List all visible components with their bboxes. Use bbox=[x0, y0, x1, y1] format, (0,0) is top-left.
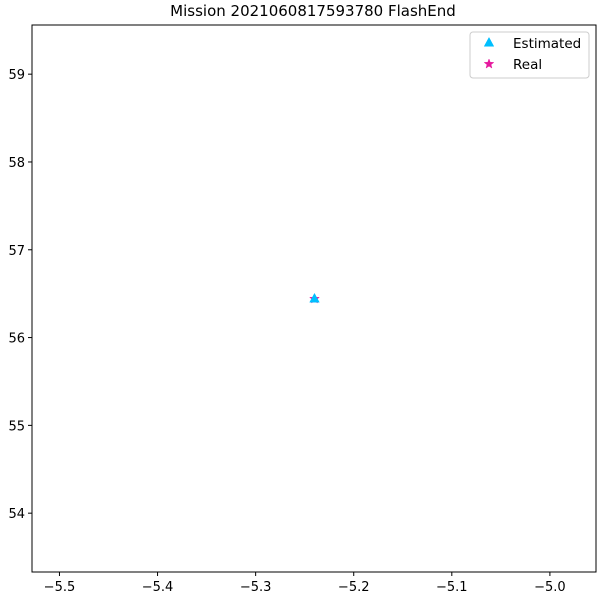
x-axis: −5.5 −5.4 −5.3 −5.2 −5.1 −5.0 bbox=[44, 572, 566, 595]
y-axis: 54 55 56 57 58 59 bbox=[8, 68, 32, 522]
x-tick-label: −5.5 bbox=[44, 580, 76, 595]
chart-title: Mission 2021060817593780 FlashEnd bbox=[170, 2, 456, 20]
y-tick-label: 55 bbox=[8, 419, 25, 434]
x-tick-label: −5.3 bbox=[240, 580, 272, 595]
y-tick-label: 58 bbox=[8, 156, 25, 171]
y-tick-label: 59 bbox=[8, 68, 25, 83]
legend: Estimated Real bbox=[469, 31, 590, 79]
legend-label-real: Real bbox=[513, 57, 542, 73]
data-point-estimated bbox=[309, 292, 320, 303]
x-tick-label: −5.0 bbox=[534, 580, 566, 595]
y-tick-label: 57 bbox=[8, 244, 25, 259]
legend-box bbox=[469, 31, 590, 79]
y-tick-label: 56 bbox=[8, 332, 25, 347]
legend-marker-real bbox=[483, 58, 495, 69]
plot-area-frame bbox=[31, 24, 597, 573]
data-points bbox=[309, 292, 320, 304]
y-tick-label: 54 bbox=[8, 507, 25, 522]
x-tick-label: −5.4 bbox=[142, 580, 174, 595]
legend-marker-estimated bbox=[483, 36, 495, 47]
legend-label-estimated: Estimated bbox=[513, 36, 581, 52]
x-tick-label: −5.1 bbox=[436, 580, 468, 595]
x-tick-label: −5.2 bbox=[338, 580, 370, 595]
